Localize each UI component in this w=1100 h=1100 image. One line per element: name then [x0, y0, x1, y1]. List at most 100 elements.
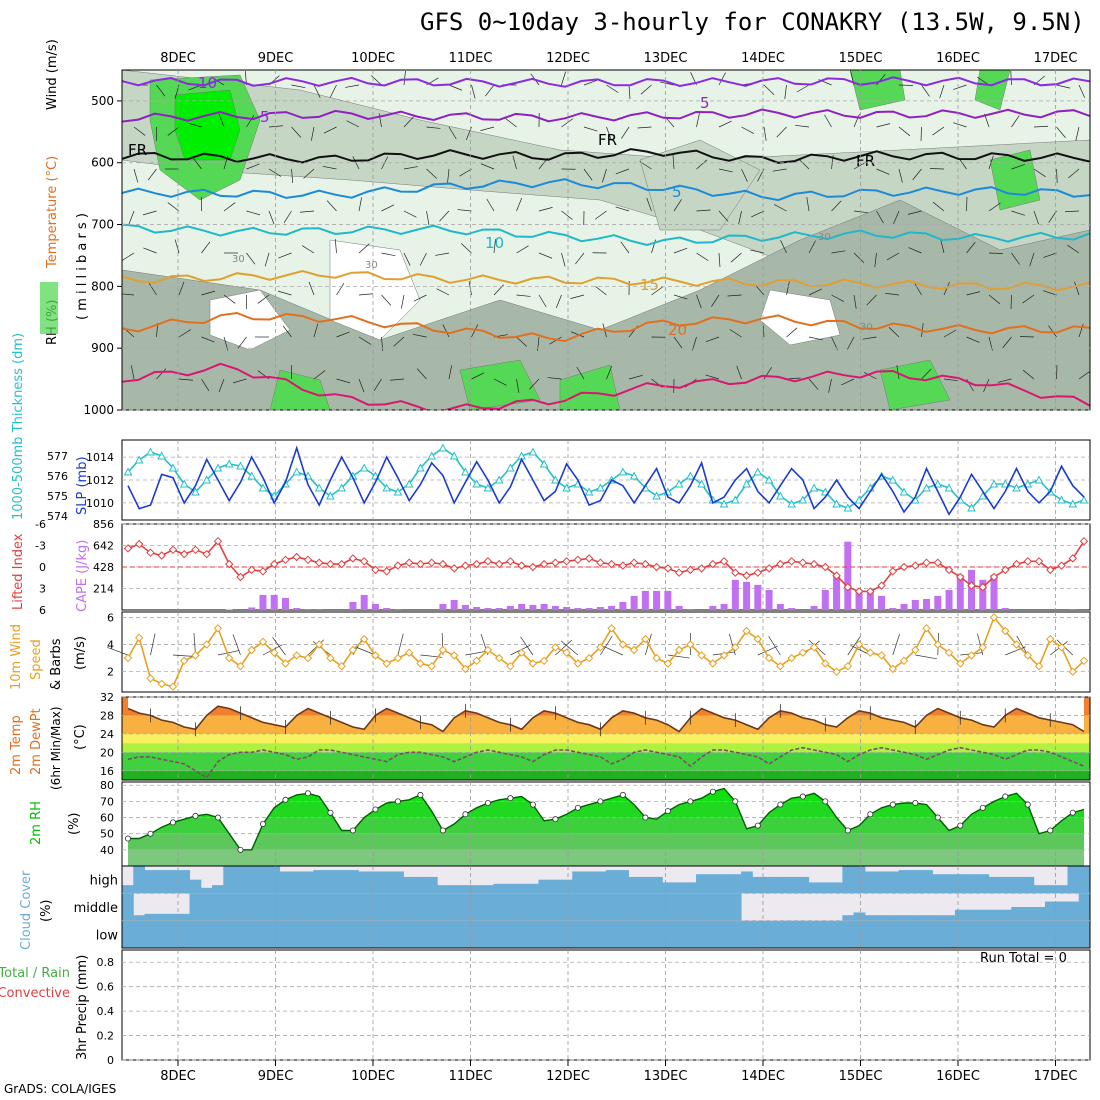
wind-barb: [403, 210, 417, 218]
wind-barb: [538, 207, 553, 212]
lifted-index-point: [888, 567, 898, 576]
contour-label: FR: [598, 131, 617, 149]
cape-bar: [518, 603, 526, 610]
cloud-cell: [966, 874, 978, 894]
cloud-cell: [876, 920, 888, 948]
precip-tick-label: 0.2: [97, 1030, 115, 1043]
cloud-cell: [133, 920, 146, 948]
wind-speed-point: [742, 626, 751, 636]
thickness-point: [809, 483, 819, 492]
cloud-cell: [437, 920, 449, 948]
rh-point: [957, 822, 964, 829]
rh-point: [304, 790, 311, 797]
cloud-cell: [662, 882, 675, 894]
cloud-cell: [786, 876, 798, 894]
cloud-cell: [673, 920, 686, 948]
cloud-cell: [234, 893, 247, 921]
cloud-cell: [1056, 901, 1068, 921]
cloud-cell: [853, 866, 866, 894]
wind-speed-point: [213, 624, 223, 633]
wind-barb: [1005, 646, 1026, 656]
rh-point: [394, 798, 401, 805]
cloud-cell: [617, 893, 630, 921]
wind-barb: [736, 365, 742, 380]
wind-barb: [798, 159, 810, 170]
contour-label: 30: [232, 254, 245, 265]
wind-speed-point: [798, 648, 808, 657]
cloud-cell: [414, 920, 427, 948]
wind-barb: [143, 247, 157, 254]
wind-barb: [313, 323, 319, 338]
cloud-cell: [369, 893, 382, 921]
cloud-cell: [549, 893, 562, 921]
wind-barb: [718, 252, 721, 267]
lifted-index-point: [944, 565, 954, 575]
cloud-cell: [425, 893, 438, 921]
wind-barb: [480, 163, 495, 170]
wind-speed-point: [596, 643, 605, 652]
cloud-cell: [1067, 866, 1080, 894]
wind-barb: [696, 294, 702, 309]
thickness-point: [888, 475, 898, 484]
wind-barb: [329, 84, 337, 98]
cloud-cell: [864, 871, 877, 894]
rh-point: [642, 814, 649, 821]
wind-barb: [246, 252, 256, 265]
thickness-point: [494, 475, 504, 484]
cloud-cell: [1033, 885, 1046, 894]
wind-speed-point: [303, 653, 313, 663]
wind-barb: [133, 126, 146, 136]
cape-bar: [574, 607, 582, 610]
cape-bar: [709, 605, 717, 610]
cloud-cell: [178, 913, 191, 921]
wind-barb: [1078, 84, 1086, 98]
cloud-cell: [741, 871, 753, 894]
wind-speed-point: [607, 624, 616, 633]
wind-speed-point: [393, 653, 403, 663]
y-tick-label: 900: [91, 341, 114, 355]
cloud-cell: [594, 893, 607, 921]
cape-bar: [855, 589, 863, 610]
wind-speed-point: [123, 653, 133, 663]
wind-speed-point: [427, 661, 436, 671]
wind-barb: [167, 202, 180, 212]
cape-bar: [383, 607, 391, 610]
thickness-point: [618, 467, 628, 476]
wind-barb: [167, 126, 180, 136]
cape-bar: [664, 590, 672, 610]
cloud-cell: [774, 920, 787, 948]
cloud-cell: [538, 920, 551, 948]
cloud-cell: [549, 879, 562, 894]
wind-barb: [142, 210, 157, 216]
cloud-cell: [560, 920, 573, 948]
cloud-cell: [279, 893, 292, 921]
cloud-cell: [347, 920, 359, 948]
wind-barb: [576, 366, 585, 380]
lifted-index-point: [1068, 554, 1078, 563]
thickness-point: [382, 483, 392, 492]
wind-barb: [448, 84, 463, 91]
cape-bar: [596, 606, 604, 610]
wind-barb: [1011, 252, 1020, 265]
date-tick-top: 16DEC: [936, 51, 980, 66]
cloud-cell: [245, 866, 258, 894]
wind-speed-point: [809, 643, 819, 652]
wind-barb: [192, 157, 202, 170]
cloud-cell: [560, 879, 573, 894]
rh-point: [979, 804, 986, 811]
wind-barb: [403, 252, 411, 266]
wind10-unit-label: (m/s): [73, 636, 88, 670]
wind-barb: [1078, 323, 1084, 338]
wind-speed-point: [416, 659, 425, 668]
cloud-cell: [932, 915, 945, 921]
cloud-cell: [459, 920, 472, 948]
cape-bar: [923, 598, 931, 610]
wind-barb: [893, 210, 900, 225]
wind-barb: [1029, 252, 1035, 267]
wind-barb: [583, 79, 598, 86]
rh-point: [687, 798, 694, 805]
cloud-cell: [155, 913, 168, 921]
lifted-index-point: [641, 559, 650, 569]
wind-barb: [1033, 210, 1039, 225]
wind-barb: [232, 634, 241, 656]
